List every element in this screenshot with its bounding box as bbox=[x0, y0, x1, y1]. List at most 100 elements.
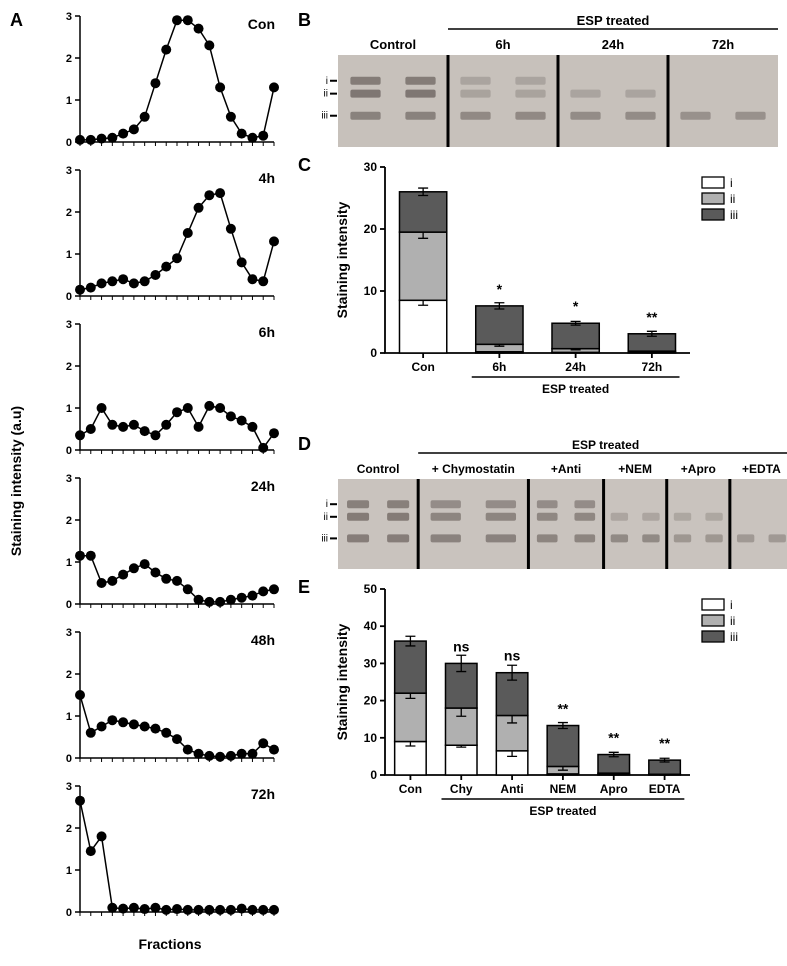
svg-text:ii: ii bbox=[730, 192, 735, 206]
svg-text:Apro: Apro bbox=[600, 782, 628, 796]
subplot-label: 48h bbox=[251, 632, 275, 648]
svg-text:ESP treated: ESP treated bbox=[529, 804, 596, 818]
panel-label-C: C bbox=[298, 155, 311, 176]
panel-A-subplot: 48h 0 1 2 3 bbox=[50, 626, 290, 776]
svg-text:+Apro: +Apro bbox=[681, 462, 716, 476]
svg-text:40: 40 bbox=[364, 619, 378, 633]
svg-text:30: 30 bbox=[364, 160, 378, 174]
svg-text:1: 1 bbox=[66, 249, 72, 261]
svg-text:i: i bbox=[326, 76, 328, 87]
svg-text:**: ** bbox=[608, 730, 619, 746]
panel-A: A Staining intensity (a.u) Con01234h0123… bbox=[10, 10, 290, 952]
svg-text:+ Chymostatin: + Chymostatin bbox=[432, 462, 515, 476]
panel-A-subplot: 4h 0 1 2 3 bbox=[50, 164, 290, 314]
svg-text:10: 10 bbox=[364, 284, 378, 298]
panel-E: E 01020304050Staining intensityConnsChyn… bbox=[300, 577, 787, 832]
svg-text:Chy: Chy bbox=[450, 782, 473, 796]
svg-text:ii: ii bbox=[324, 512, 328, 523]
svg-text:3: 3 bbox=[66, 781, 72, 793]
svg-text:ESP treated: ESP treated bbox=[577, 15, 650, 28]
svg-text:3: 3 bbox=[66, 319, 72, 331]
svg-text:3: 3 bbox=[66, 11, 72, 23]
svg-text:10: 10 bbox=[364, 731, 378, 745]
subplot-label: 4h bbox=[259, 170, 275, 186]
panel-label-E: E bbox=[298, 577, 310, 598]
subplot-label: 24h bbox=[251, 478, 275, 494]
panel-C-chart: 0102030Staining intensityCon*6h*24h**72h… bbox=[330, 155, 770, 405]
panel-A-subplots: Con01234h01236h012324h012348h012372h0123 bbox=[10, 10, 290, 934]
panel-label-D: D bbox=[298, 434, 311, 455]
panel-D-gel: ESP treated Control + Chymostatin +Anti +NEM… bbox=[320, 439, 787, 569]
svg-text:6h: 6h bbox=[495, 37, 510, 52]
svg-text:*: * bbox=[497, 281, 503, 297]
svg-text:24h: 24h bbox=[602, 37, 624, 52]
svg-text:1: 1 bbox=[66, 403, 72, 415]
svg-text:iii: iii bbox=[730, 630, 738, 644]
svg-text:0: 0 bbox=[66, 137, 72, 149]
svg-text:ns: ns bbox=[453, 638, 470, 654]
svg-text:ESP treated: ESP treated bbox=[542, 382, 609, 396]
svg-text:50: 50 bbox=[364, 582, 378, 596]
svg-text:**: ** bbox=[659, 735, 670, 751]
panel-A-y-axis-label: Staining intensity (a.u) bbox=[8, 406, 24, 556]
svg-text:72h: 72h bbox=[642, 360, 663, 374]
line-chart: 0123 bbox=[50, 318, 290, 468]
svg-text:Anti: Anti bbox=[500, 782, 523, 796]
svg-text:0: 0 bbox=[66, 291, 72, 303]
svg-text:+Anti: +Anti bbox=[551, 462, 581, 476]
svg-text:ESP treated: ESP treated bbox=[572, 439, 639, 452]
svg-text:ns: ns bbox=[504, 648, 521, 664]
svg-text:Control: Control bbox=[370, 37, 416, 52]
panel-A-subplot: 72h0123 bbox=[50, 780, 290, 930]
svg-text:i: i bbox=[326, 499, 328, 510]
svg-text:+NEM: +NEM bbox=[618, 462, 652, 476]
svg-text:i: i bbox=[730, 176, 733, 190]
svg-text:72h: 72h bbox=[712, 37, 734, 52]
panel-A-x-axis-label: Fractions bbox=[50, 936, 290, 952]
panel-B-gel: ESP treatedControl6h24h72hiiiiii bbox=[320, 15, 778, 147]
svg-text:0: 0 bbox=[370, 768, 377, 782]
line-chart: 0123 bbox=[50, 780, 290, 930]
panel-A-subplot: 6h0123 bbox=[50, 318, 290, 468]
right-column: B ESP treatedControl6h24h72hiiiiii C 010… bbox=[300, 10, 787, 952]
svg-text:iii: iii bbox=[321, 533, 328, 544]
panel-A-subplot: Con0123 bbox=[50, 10, 290, 160]
line-chart: 0 1 2 3 bbox=[50, 164, 290, 314]
svg-text:i: i bbox=[730, 598, 733, 612]
panel-label-A: A bbox=[10, 10, 23, 31]
line-chart: 0 1 2 3 bbox=[50, 626, 290, 776]
svg-text:ii: ii bbox=[730, 614, 735, 628]
svg-text:0: 0 bbox=[66, 753, 72, 765]
panel-E-chart: 01020304050Staining intensityConnsChynsA… bbox=[330, 577, 770, 827]
multipanel-figure: A Staining intensity (a.u) Con 0 1 2 3 4h 0 1 2 3… bbox=[10, 10, 777, 952]
svg-text:2: 2 bbox=[66, 823, 72, 835]
svg-text:Con: Con bbox=[411, 360, 434, 374]
svg-text:Control: Control bbox=[357, 462, 400, 476]
svg-text:20: 20 bbox=[364, 694, 378, 708]
svg-text:6h: 6h bbox=[492, 360, 506, 374]
svg-text:0: 0 bbox=[66, 907, 72, 919]
svg-text:*: * bbox=[573, 298, 579, 314]
panel-B: B ESP treatedControl6h24h72hiiiiii bbox=[300, 10, 787, 147]
svg-text:24h: 24h bbox=[565, 360, 586, 374]
svg-text:iii: iii bbox=[321, 111, 328, 122]
svg-text:0: 0 bbox=[66, 445, 72, 457]
svg-text:Staining intensity: Staining intensity bbox=[334, 623, 350, 740]
svg-text:2: 2 bbox=[66, 207, 72, 219]
svg-text:2: 2 bbox=[66, 515, 72, 527]
svg-text:**: ** bbox=[646, 309, 657, 325]
panel-label-B: B bbox=[298, 10, 311, 31]
svg-text:3: 3 bbox=[66, 165, 72, 177]
svg-text:1: 1 bbox=[66, 95, 72, 107]
subplot-label: 6h bbox=[259, 324, 275, 340]
svg-text:3: 3 bbox=[66, 473, 72, 485]
panel-D: D ESP treated Control + Chymostatin +Anti +N… bbox=[300, 434, 787, 569]
svg-text:1: 1 bbox=[66, 711, 72, 723]
panel-C: C 0102030Staining intensityCon*6h*24h**7… bbox=[300, 155, 787, 410]
line-chart: 0123 bbox=[50, 10, 290, 160]
svg-text:3: 3 bbox=[66, 627, 72, 639]
svg-text:EDTA: EDTA bbox=[649, 782, 681, 796]
svg-text:2: 2 bbox=[66, 669, 72, 681]
svg-text:30: 30 bbox=[364, 656, 378, 670]
svg-text:0: 0 bbox=[66, 599, 72, 611]
